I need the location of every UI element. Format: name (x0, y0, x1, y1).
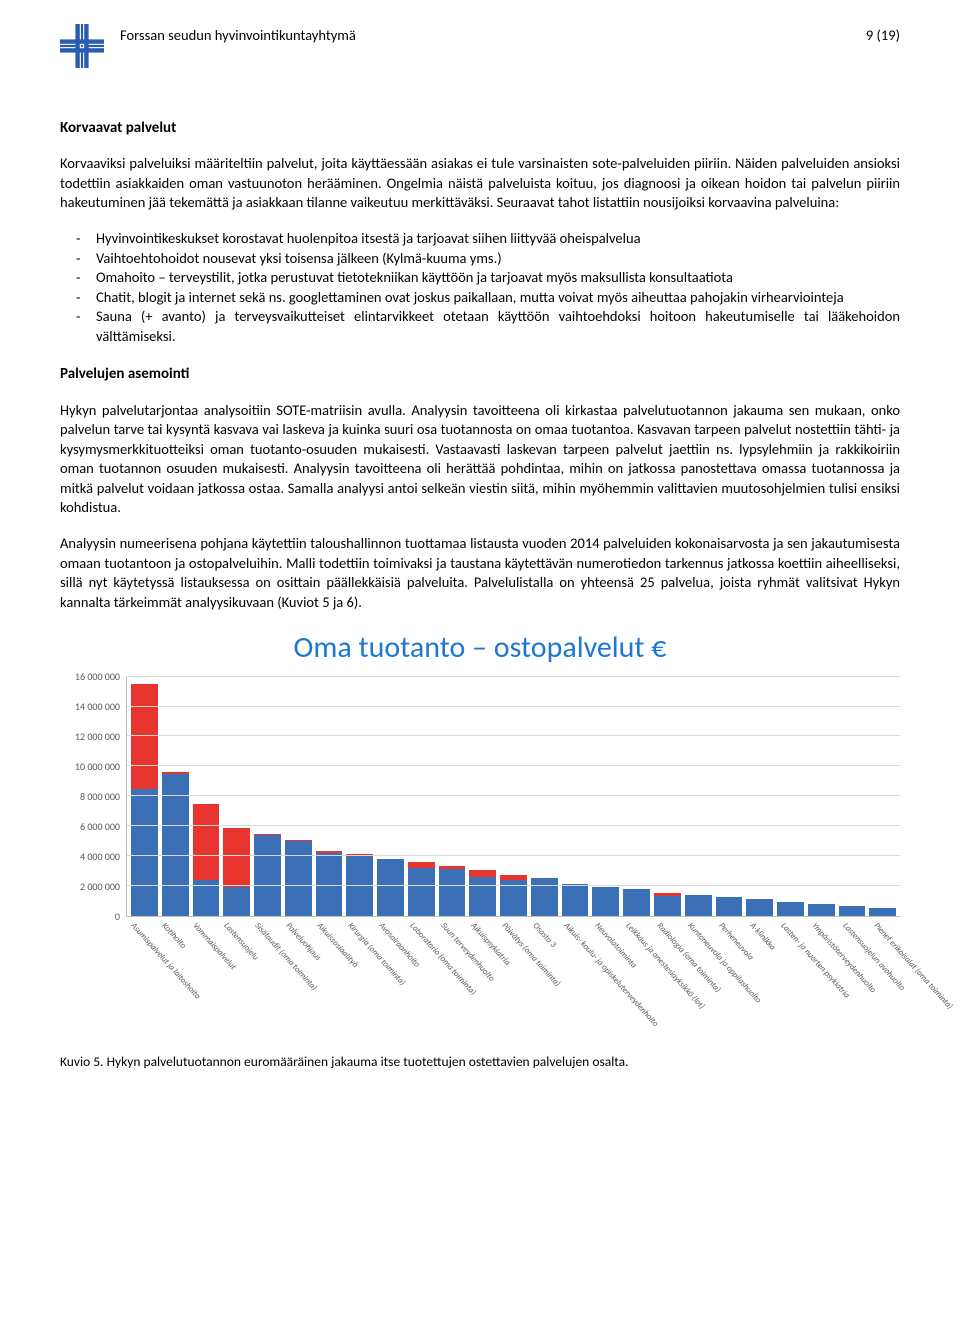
y-tick-label: 2 000 000 (80, 880, 120, 894)
bar-column (716, 677, 743, 916)
org-logo-icon (60, 24, 104, 68)
bar-segment-oma (654, 896, 681, 915)
bar-segment-oma (562, 884, 589, 915)
chart-title: Oma tuotanto – ostopalvelut € (60, 628, 900, 669)
page-header: Forssan seudun hyvinvointikuntayhtymä 9 … (60, 24, 900, 68)
bar-segment-oma (439, 869, 466, 915)
list-item: Chatit, blogit ja internet sekä ns. goog… (96, 288, 900, 308)
bar-column (131, 677, 158, 916)
list-item: Omahoito – terveystilit, jotka perustuva… (96, 268, 900, 288)
bar-column (777, 677, 804, 916)
bar-column (500, 677, 527, 916)
bar-column (654, 677, 681, 916)
y-tick-label: 14 000 000 (75, 700, 120, 714)
bar-segment-ostopalvelut (193, 804, 220, 880)
bar-segment-oma (869, 908, 896, 915)
bar-segment-oma (254, 835, 281, 916)
bar-column (223, 677, 250, 916)
bar-column (162, 677, 189, 916)
section-title-asemointi: Palvelujen asemointi (60, 364, 900, 384)
para-asemointi-2: Analyysin numeerisena pohjana käytettiin… (60, 534, 900, 612)
bar-segment-ostopalvelut (131, 684, 158, 789)
bar-segment-oma (223, 887, 250, 915)
y-tick-label: 0 (115, 910, 120, 924)
y-tick-label: 4 000 000 (80, 850, 120, 864)
bar-column (531, 677, 558, 916)
bar-column (562, 677, 589, 916)
bar-column (746, 677, 773, 916)
bar-segment-oma (469, 877, 496, 916)
bar-column (408, 677, 435, 916)
bar-segment-oma (592, 887, 619, 915)
bar-segment-oma (808, 904, 835, 916)
bar-segment-oma (777, 902, 804, 915)
page-number: 9 (19) (866, 26, 900, 46)
bar-column (685, 677, 712, 916)
chart-plot-area (126, 677, 900, 917)
bar-segment-oma (685, 895, 712, 916)
bar-column (316, 677, 343, 916)
chart-bars (127, 677, 900, 916)
bar-column (469, 677, 496, 916)
bar-segment-ostopalvelut (223, 828, 250, 888)
list-item: Vaihtoehtohoidot nousevat yksi toisensa … (96, 249, 900, 269)
y-tick-label: 16 000 000 (75, 670, 120, 684)
y-tick-label: 10 000 000 (75, 760, 120, 774)
bar-column (285, 677, 312, 916)
bar-segment-oma (377, 859, 404, 916)
bar-column (623, 677, 650, 916)
bar-column (254, 677, 281, 916)
list-item: Hyvinvointikeskukset korostavat huolenpi… (96, 229, 900, 249)
y-tick-label: 6 000 000 (80, 820, 120, 834)
org-name: Forssan seudun hyvinvointikuntayhtymä (120, 24, 900, 46)
bar-column (377, 677, 404, 916)
bar-segment-oma (623, 889, 650, 916)
bar-segment-oma (839, 906, 866, 916)
bar-column (839, 677, 866, 916)
chart-caption: Kuvio 5. Hykyn palvelutuotannon euromäär… (60, 1053, 900, 1071)
chart-y-axis: 02 000 0004 000 0006 000 0008 000 00010 … (60, 677, 126, 917)
bar-column (439, 677, 466, 916)
bar-segment-ostopalvelut (469, 870, 496, 877)
para-korvaavat-intro: Korvaaviksi palveluiksi määriteltiin pal… (60, 154, 900, 213)
chart-x-labels: Asumispalvelut ja laitoshoitoKotihoitoVa… (60, 921, 900, 1041)
list-item: Sauna (+ avanto) ja terveysvaikutteiset … (96, 307, 900, 346)
bar-column (592, 677, 619, 916)
bar-column (869, 677, 896, 916)
bar-column (808, 677, 835, 916)
para-asemointi-1: Hykyn palvelutarjontaa analysoitiin SOTE… (60, 401, 900, 518)
y-tick-label: 12 000 000 (75, 730, 120, 744)
chart-container: 0 2 000 000 4 000 000 6 000 000 8 000 000 10 … (60, 677, 900, 1041)
bar-segment-oma (131, 789, 158, 916)
bar-segment-oma (285, 841, 312, 916)
bullet-list: Hyvinvointikeskukset korostavat huolenpi… (60, 229, 900, 346)
section-title-korvaavat: Korvaavat palvelut (60, 118, 900, 138)
bar-segment-oma (746, 899, 773, 915)
bar-column (193, 677, 220, 916)
bar-segment-oma (716, 897, 743, 916)
bar-column (346, 677, 373, 916)
bar-segment-oma (408, 868, 435, 916)
y-tick-label: 8 000 000 (80, 790, 120, 804)
bar-segment-oma (346, 856, 373, 916)
